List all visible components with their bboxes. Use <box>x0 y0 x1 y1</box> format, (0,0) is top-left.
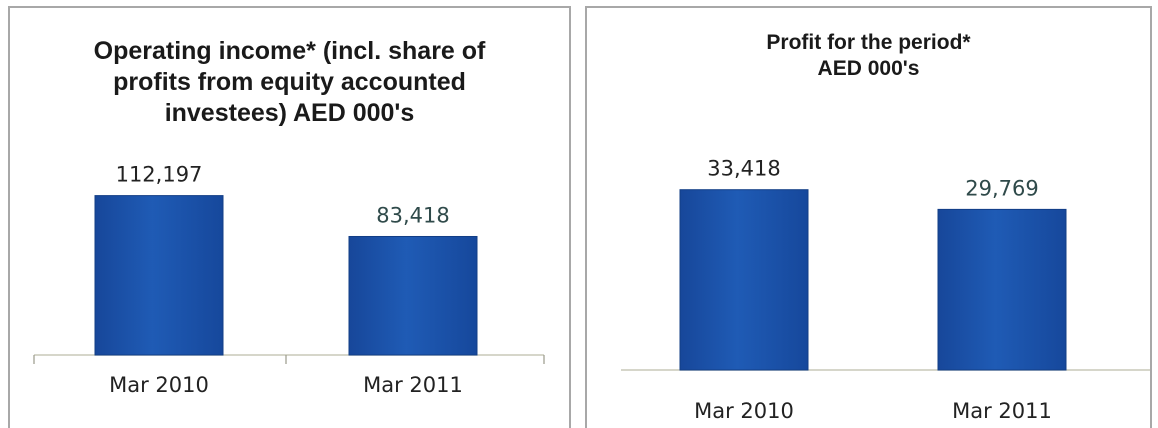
bar <box>937 208 1067 371</box>
category-label: Mar 2011 <box>952 399 1052 423</box>
chart-title-line: AED 000's <box>817 57 920 80</box>
chart-title-line: profits from equity accounted <box>113 68 466 96</box>
data-label: 112,197 <box>116 163 203 187</box>
data-label: 29,769 <box>965 176 1038 200</box>
chart-title-line: Operating income* (incl. share of <box>93 37 486 65</box>
chart-title: Profit for the period* AED 000's <box>587 30 1150 82</box>
bar <box>679 189 809 371</box>
bar <box>348 235 478 356</box>
category-label: Mar 2010 <box>694 399 794 423</box>
category-label: Mar 2010 <box>109 373 209 397</box>
chart-plot-area: 112,197 Mar 2010 83,418 Mar 2011 <box>33 163 545 397</box>
chart-title-line: investees) AED 000's <box>164 99 415 127</box>
operating-income-chart: Operating income* (incl. share of profit… <box>8 6 571 428</box>
bar <box>94 195 224 356</box>
data-label: 83,418 <box>376 203 449 227</box>
chart-title: Operating income* (incl. share of profit… <box>10 36 569 129</box>
chart-title-line: Profit for the period* <box>766 31 971 54</box>
data-label: 33,418 <box>707 157 780 181</box>
chart-plot-area: 33,418 Mar 2010 29,769 Mar 2011 <box>621 157 1150 423</box>
profit-for-period-chart: Profit for the period* AED 000's 33,418 M… <box>585 6 1152 428</box>
category-label: Mar 2011 <box>363 373 463 397</box>
